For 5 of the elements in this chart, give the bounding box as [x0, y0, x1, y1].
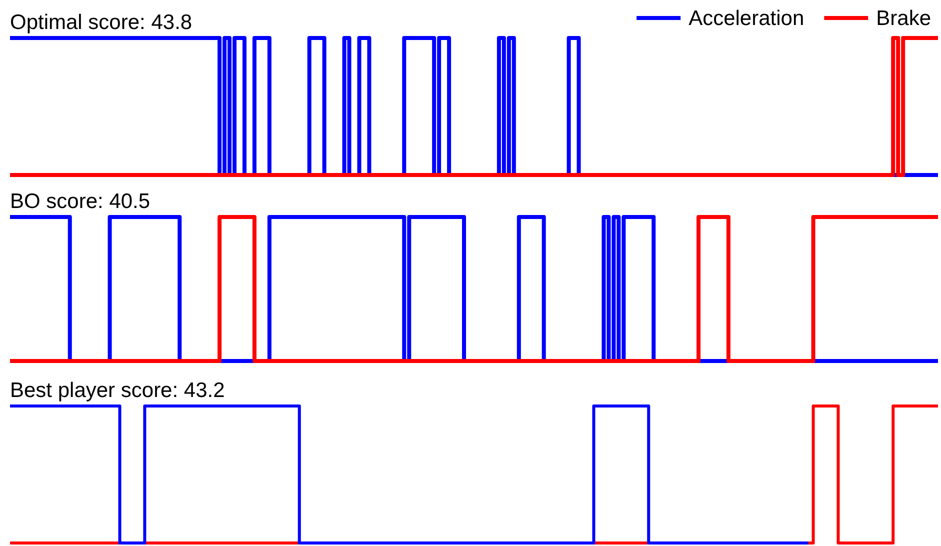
legend-label: Acceleration: [688, 7, 804, 30]
chart-title: Best player score: 43.2: [10, 379, 225, 402]
chart-title: BO score: 40.5: [10, 190, 150, 213]
chart-title: Optimal score: 43.8: [10, 11, 192, 34]
legend-label: Brake: [876, 7, 931, 30]
